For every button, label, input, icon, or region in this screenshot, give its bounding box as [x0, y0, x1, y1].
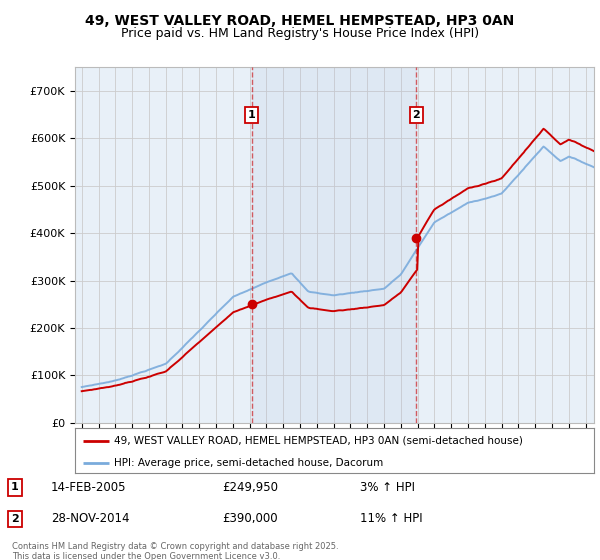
Text: 11% ↑ HPI: 11% ↑ HPI	[360, 512, 422, 525]
Text: 1: 1	[248, 110, 256, 120]
Text: £390,000: £390,000	[222, 512, 278, 525]
Text: HPI: Average price, semi-detached house, Dacorum: HPI: Average price, semi-detached house,…	[114, 458, 383, 468]
Text: Price paid vs. HM Land Registry's House Price Index (HPI): Price paid vs. HM Land Registry's House …	[121, 27, 479, 40]
Text: 1: 1	[11, 482, 19, 492]
Text: £249,950: £249,950	[222, 481, 278, 494]
Text: 2: 2	[11, 514, 19, 524]
Text: 14-FEB-2005: 14-FEB-2005	[51, 481, 127, 494]
Text: 49, WEST VALLEY ROAD, HEMEL HEMPSTEAD, HP3 0AN: 49, WEST VALLEY ROAD, HEMEL HEMPSTEAD, H…	[85, 14, 515, 28]
Text: 3% ↑ HPI: 3% ↑ HPI	[360, 481, 415, 494]
Text: 49, WEST VALLEY ROAD, HEMEL HEMPSTEAD, HP3 0AN (semi-detached house): 49, WEST VALLEY ROAD, HEMEL HEMPSTEAD, H…	[114, 436, 523, 446]
Text: 28-NOV-2014: 28-NOV-2014	[51, 512, 130, 525]
Text: Contains HM Land Registry data © Crown copyright and database right 2025.
This d: Contains HM Land Registry data © Crown c…	[12, 542, 338, 560]
Bar	[251, 67, 416, 423]
Text: 2: 2	[412, 110, 420, 120]
